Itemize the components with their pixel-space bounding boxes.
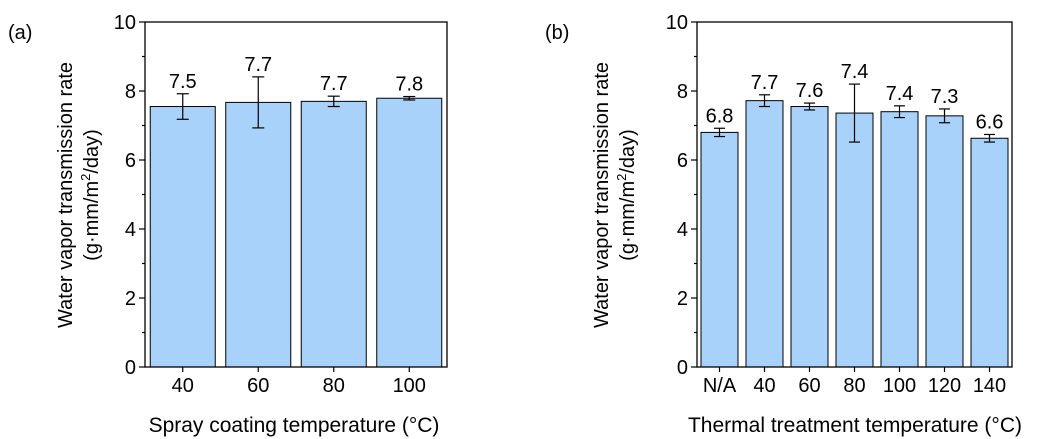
- error-bar: [848, 83, 861, 143]
- panel-a: (a) Spray coating temperature (°C) Water…: [8, 12, 448, 437]
- bar: [149, 106, 216, 368]
- data-label: 7.7: [320, 73, 348, 95]
- y-tick-label: 10: [666, 12, 688, 34]
- bar: [970, 137, 1009, 368]
- data-label: 7.7: [244, 54, 272, 76]
- x-tick-label: 60: [247, 375, 269, 397]
- bar: [376, 97, 443, 368]
- y-tick-label: 8: [125, 81, 136, 103]
- data-label: 7.4: [841, 61, 869, 83]
- x-tick-label: 60: [798, 375, 820, 397]
- data-label: 7.5: [169, 71, 197, 93]
- error-bar: [403, 95, 416, 101]
- y-tick-label: 4: [125, 219, 136, 241]
- bar: [790, 106, 829, 368]
- panel-label: (a): [8, 22, 32, 44]
- data-label: 6.6: [976, 111, 1004, 133]
- x-tick-label: 40: [753, 375, 775, 397]
- y-tick-label: 0: [677, 357, 688, 379]
- bar: [745, 100, 784, 368]
- y-axis-label-line1: Water vapor transmission rate: [591, 62, 613, 328]
- x-tick-label: 120: [928, 375, 961, 397]
- error-bar: [983, 133, 996, 143]
- data-label: 6.8: [706, 105, 734, 127]
- y-tick-label: 6: [125, 150, 136, 172]
- y-axis-label: Water vapor transmission rate (g·mm/m2/d…: [591, 62, 639, 328]
- error-bar: [938, 108, 951, 124]
- y-tick-label: 4: [677, 219, 688, 241]
- y-axis-label-line2: (g·mm/m2/day): [614, 129, 639, 261]
- data-label: 7.3: [931, 86, 959, 108]
- y-axis-label-line1: Water vapor transmission rate: [55, 62, 77, 328]
- error-bar: [803, 102, 816, 111]
- error-bar: [713, 127, 726, 138]
- data-label: 7.6: [796, 80, 824, 102]
- y-tick-label: 2: [677, 288, 688, 310]
- bar: [880, 111, 919, 368]
- error-bar: [758, 94, 771, 108]
- x-tick-label: 80: [323, 375, 345, 397]
- y-tick-label: 8: [677, 81, 688, 103]
- bar: [300, 100, 367, 368]
- bar: [700, 131, 739, 368]
- data-label: 7.8: [395, 74, 423, 96]
- y-tick-label: 0: [125, 357, 136, 379]
- plot-frame: [144, 21, 448, 368]
- plot-frame: [696, 21, 1013, 368]
- error-bar: [252, 76, 265, 129]
- y-tick-label: 10: [114, 12, 136, 34]
- x-tick-label: 80: [843, 375, 865, 397]
- data-label: 7.7: [751, 72, 779, 94]
- x-tick-label: 140: [973, 375, 1006, 397]
- x-tick-label: 40: [172, 375, 194, 397]
- error-bar: [893, 105, 906, 119]
- error-bar: [327, 95, 340, 108]
- y-axis-label: Water vapor transmission rate (g·mm/m2/d…: [55, 62, 103, 328]
- panel-label: (b): [545, 22, 569, 44]
- bar: [835, 112, 874, 368]
- x-axis-label: Thermal treatment temperature (°C): [688, 414, 1022, 437]
- y-tick-label: 6: [677, 150, 688, 172]
- x-tick-label: 100: [883, 375, 916, 397]
- x-axis-label: Spray coating temperature (°C): [149, 414, 440, 437]
- bar: [225, 101, 292, 368]
- x-tick-label: 100: [393, 375, 426, 397]
- panel-b: (b) Thermal treatment temperature (°C) W…: [545, 12, 1022, 437]
- bar: [925, 115, 964, 368]
- error-bar: [176, 93, 189, 120]
- data-label: 7.4: [886, 83, 914, 105]
- y-tick-label: 2: [125, 288, 136, 310]
- y-axis-label-line2: (g·mm/m2/day): [78, 129, 103, 261]
- x-tick-label: N/A: [703, 375, 737, 397]
